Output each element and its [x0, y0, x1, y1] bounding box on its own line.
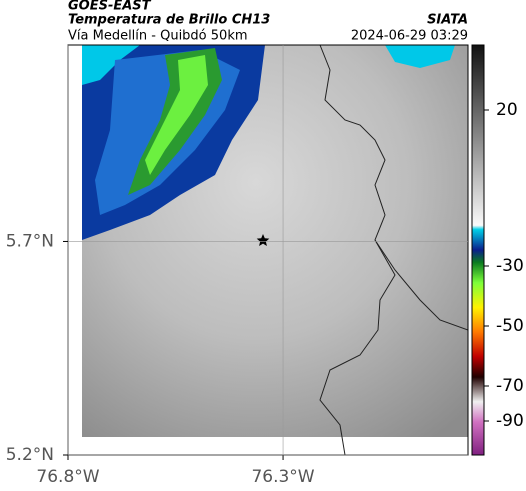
colorbar	[471, 44, 485, 456]
source: SIATA	[427, 13, 468, 28]
colorbar-tick-label: -30	[496, 256, 524, 276]
colorbar-tick-label: -70	[496, 376, 524, 396]
subtitle: Temperatura de Brillo CH13	[68, 13, 270, 28]
colorbar-tick-label: -90	[496, 411, 524, 431]
route: Vía Medellín - Quibdó 50km	[68, 29, 248, 44]
satellite-image	[68, 45, 468, 455]
colorbar-tick-label: -50	[496, 316, 524, 336]
x-tick-label: 76.3°W	[251, 467, 314, 487]
timestamp: 2024-06-29 03:29	[351, 29, 468, 44]
x-tick-label: 76.8°W	[36, 467, 99, 487]
y-tick-label: 5.2°N	[6, 445, 54, 465]
location-marker	[256, 234, 270, 246]
title: GOES-EAST	[68, 0, 152, 14]
colorbar-tick-label: 20	[496, 100, 518, 120]
y-tick-label: 5.7°N	[6, 231, 54, 251]
